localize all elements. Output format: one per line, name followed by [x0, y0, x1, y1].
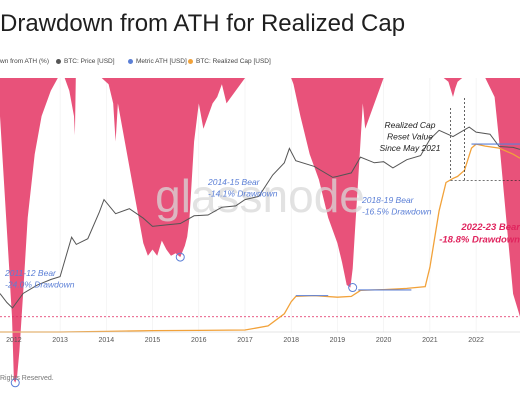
annotation-label: 2018-19 Bear [361, 195, 415, 205]
lines-layer [0, 126, 520, 333]
legend-item-drawdown[interactable]: wn from ATH (%) [0, 58, 49, 65]
legend-item-price[interactable]: BTC: Price [USD] [56, 58, 115, 65]
annotation-label: -18.8% Drawdown [439, 235, 520, 246]
drawdown-area [0, 78, 520, 383]
bear-trough-marker [348, 283, 358, 293]
legend-dot-realized-cap [188, 59, 193, 64]
annotation-label: 2011-12 Bear [4, 268, 57, 278]
x-tick-label: 2018 [283, 337, 299, 344]
legend-item-metric-ath[interactable]: Metric ATH [USD] [128, 58, 187, 65]
legend-label-drawdown: wn from ATH (%) [0, 58, 49, 65]
annotation-label: Reset Value [387, 132, 433, 142]
price-line [0, 126, 520, 309]
annotation-label: Realized Cap [384, 120, 435, 130]
x-tick-label: 2021 [422, 337, 438, 344]
x-tick-label: 2015 [145, 337, 161, 344]
annotation-label: -24.0% Drawdown [5, 280, 75, 290]
x-tick-label: 2022 [468, 337, 484, 344]
annotation-label: 2022-23 Bear [460, 222, 520, 233]
page-title: Drawdown from ATH for Realized Cap [0, 10, 406, 37]
annotation-label: -14.1% Drawdown [208, 189, 278, 199]
legend-dot-price [56, 59, 61, 64]
bear-trough-marker [10, 378, 20, 388]
x-tick-label: 2013 [52, 337, 68, 344]
x-tick-label: 2014 [99, 337, 115, 344]
legend-label-realized-cap: BTC: Realized Cap [USD] [196, 58, 271, 65]
bear-trough-marker [175, 252, 185, 262]
x-tick-label: 2019 [330, 337, 346, 344]
footer: Rights Reserved. [0, 375, 54, 382]
realized-cap-line [0, 143, 520, 333]
legend-item-realized-cap[interactable]: BTC: Realized Cap [USD] [188, 58, 271, 65]
annotation-label: Since May 2021 [380, 143, 441, 153]
legend-label-metric-ath: Metric ATH [USD] [136, 58, 187, 65]
legend-dot-metric-ath [128, 59, 133, 64]
annotation-label: 2014-15 Bear [207, 177, 261, 187]
x-tick-label: 2016 [191, 337, 207, 344]
annotation-label: -16.5% Drawdown [362, 207, 432, 217]
x-tick-label: 2017 [237, 337, 253, 344]
annotation-layer: 2011-12 Bear -24.0% Drawdown 2014-15 Bear -… [4, 98, 520, 388]
watermark: glassnode [155, 170, 365, 222]
legend-label-price: BTC: Price [USD] [64, 58, 115, 65]
x-tick-label: 2012 [6, 337, 22, 344]
x-tick-label: 2020 [376, 337, 392, 344]
drawdown-area-layer [0, 78, 520, 383]
x-axis: 2012 2013 2014 2015 2016 2017 2018 2019 2020 2021… [0, 331, 520, 344]
